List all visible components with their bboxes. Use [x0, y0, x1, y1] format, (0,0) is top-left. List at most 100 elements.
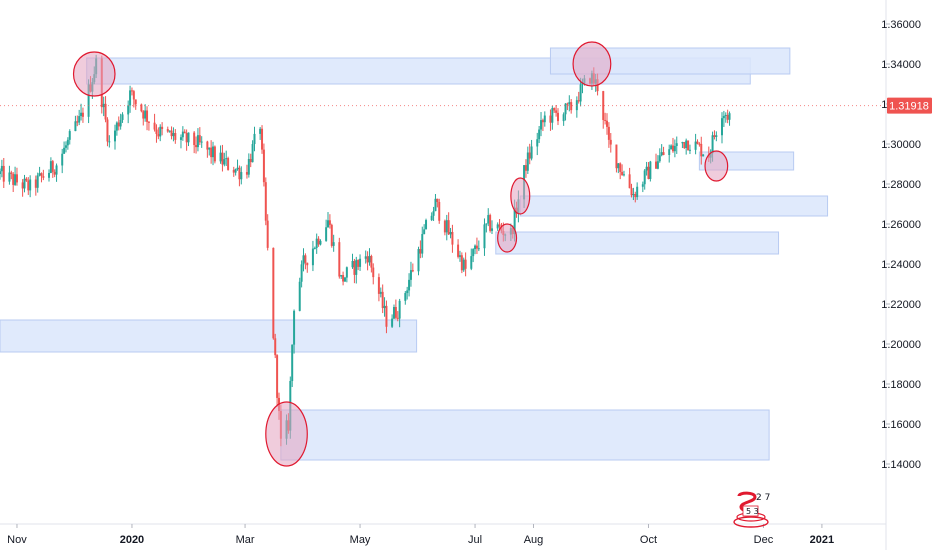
candle [40, 172, 43, 183]
candle [355, 256, 358, 284]
zones-layer [0, 47, 829, 461]
candle [641, 181, 644, 193]
candle [577, 91, 580, 104]
candle [351, 253, 354, 269]
y-tick-label: 1.20000 [881, 339, 921, 351]
candle [475, 237, 478, 255]
candle [2, 158, 5, 189]
time-axis[interactable]: Nov 2020 Mar May Jul Aug Oct Dec 2021 [7, 524, 834, 546]
y-tick-label: 1.16000 [881, 419, 921, 431]
candle [144, 104, 147, 122]
candle [470, 248, 473, 271]
candle [15, 167, 18, 186]
y-tick-label: 1.34000 [881, 59, 921, 71]
candle [675, 136, 678, 154]
candle [113, 124, 116, 150]
candle [538, 125, 541, 144]
candle [447, 212, 450, 236]
candle [147, 121, 150, 131]
support-resistance-zone-7[interactable] [280, 409, 770, 461]
candle [251, 140, 254, 163]
highlight-circle-1[interactable] [72, 51, 116, 97]
candle [496, 222, 499, 231]
candle [345, 266, 348, 283]
candle [34, 175, 37, 196]
y-tick-label: 1.28000 [881, 179, 921, 191]
y-tick-label: 1.18000 [881, 379, 921, 391]
candle [108, 135, 111, 148]
support-resistance-zone-5[interactable] [495, 231, 780, 255]
candle [570, 99, 573, 114]
candle [293, 309, 296, 354]
candle [36, 172, 39, 193]
candle [524, 159, 527, 178]
support-resistance-zone-6[interactable] [0, 319, 418, 353]
highlight-circle-2[interactable] [572, 41, 612, 87]
candle [728, 111, 731, 126]
candle [159, 124, 162, 142]
candle [443, 219, 446, 236]
candle [232, 166, 235, 177]
candle [700, 136, 703, 165]
candle [48, 169, 51, 182]
candle [49, 157, 52, 174]
candle [210, 140, 213, 164]
candle [430, 212, 433, 222]
candle [722, 110, 725, 127]
candle [609, 133, 612, 153]
candle [434, 193, 437, 212]
candle [51, 159, 54, 178]
candle [411, 263, 414, 273]
candle [234, 168, 237, 176]
highlight-circle-6[interactable] [265, 401, 308, 467]
candle [23, 174, 26, 193]
candle [170, 126, 173, 140]
candle [636, 182, 639, 200]
candle [68, 129, 71, 145]
candle [142, 110, 145, 126]
highlight-circle-4[interactable] [510, 177, 531, 215]
candle [179, 134, 182, 149]
candle [12, 172, 15, 193]
candle [153, 113, 156, 132]
candle [223, 152, 226, 167]
x-tick-label: Nov [7, 534, 27, 546]
price-axis[interactable]: 1.360001.340001.320001.300001.280001.260… [881, 19, 921, 471]
candle [556, 108, 559, 126]
candle [121, 112, 124, 123]
candle [383, 297, 386, 317]
candle [74, 115, 77, 132]
y-tick-label: 1.14000 [881, 459, 921, 471]
candle [540, 112, 543, 137]
candle [457, 239, 460, 259]
candle [404, 291, 407, 305]
candle [259, 127, 262, 140]
y-tick-label: 1.30000 [881, 139, 921, 151]
candle [630, 183, 633, 198]
candle [713, 130, 716, 140]
candle [127, 100, 130, 124]
candle [417, 246, 420, 276]
candle [394, 299, 397, 320]
highlight-circle-3[interactable] [704, 150, 729, 182]
candle [451, 224, 454, 253]
candle [21, 179, 24, 197]
candle [647, 162, 650, 180]
candle [634, 191, 637, 203]
candle [385, 300, 388, 334]
highlight-circle-5[interactable] [497, 223, 518, 253]
watermark-logo-icon: 2 7 5 3 [733, 491, 770, 528]
candle [621, 164, 624, 176]
candle [696, 139, 699, 145]
candle [477, 240, 480, 252]
candle [615, 144, 618, 173]
candle [357, 259, 360, 271]
candle [604, 112, 607, 125]
candle [172, 127, 175, 142]
candle [64, 141, 67, 153]
support-resistance-zone-4[interactable] [519, 195, 829, 217]
candle [319, 239, 322, 246]
candle [551, 105, 554, 130]
candle [391, 314, 394, 328]
candle [491, 220, 494, 235]
